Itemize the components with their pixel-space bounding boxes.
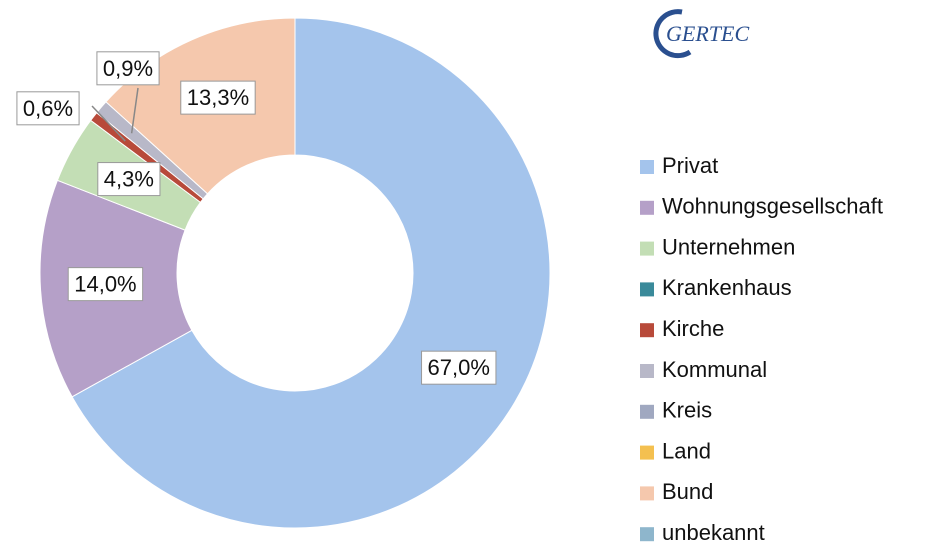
data-label: 0,6% (23, 96, 73, 121)
leader-line (130, 87, 139, 134)
data-label-box (96, 51, 160, 86)
data-label: 4,3% (104, 167, 154, 192)
legend-swatch (640, 160, 654, 174)
data-label: 0,9% (103, 56, 153, 81)
legend-swatch (640, 323, 654, 338)
data-label-box (67, 267, 144, 302)
logo-arc (653, 9, 692, 59)
data-label-box (97, 162, 161, 197)
logo: GERTEC (653, 9, 749, 59)
legend-swatch (640, 364, 654, 378)
legend-label: Privat (662, 153, 718, 178)
data-label: 13,3% (187, 85, 249, 110)
legend-label: Krankenhaus (662, 275, 792, 300)
legend-label: unbekannt (662, 520, 765, 545)
legend-swatch (640, 241, 654, 256)
legend-label: Bund (662, 479, 713, 504)
data-label: 67,0% (428, 355, 490, 380)
legend-label: Kommunal (662, 357, 767, 382)
data-label-box (16, 91, 80, 126)
legend-swatch (640, 445, 654, 460)
legend-label: Kreis (662, 398, 712, 423)
legend-label: Land (662, 438, 711, 463)
data-label-box (421, 350, 497, 385)
data-label: 14,0% (74, 272, 136, 297)
data-label-box (180, 80, 256, 115)
leader-line (91, 105, 126, 142)
legend-label: Kirche (662, 316, 724, 341)
legend-swatch (640, 527, 654, 542)
legend-label: Unternehmen (662, 234, 795, 259)
legend-swatch (640, 282, 654, 297)
legend-swatch (640, 486, 654, 501)
legend-swatch (640, 200, 654, 215)
legend-swatch (640, 404, 654, 419)
legend-label: Wohnungsgesellschaft (662, 194, 883, 219)
logo-text: GERTEC (666, 21, 749, 46)
slice (71, 17, 551, 529)
